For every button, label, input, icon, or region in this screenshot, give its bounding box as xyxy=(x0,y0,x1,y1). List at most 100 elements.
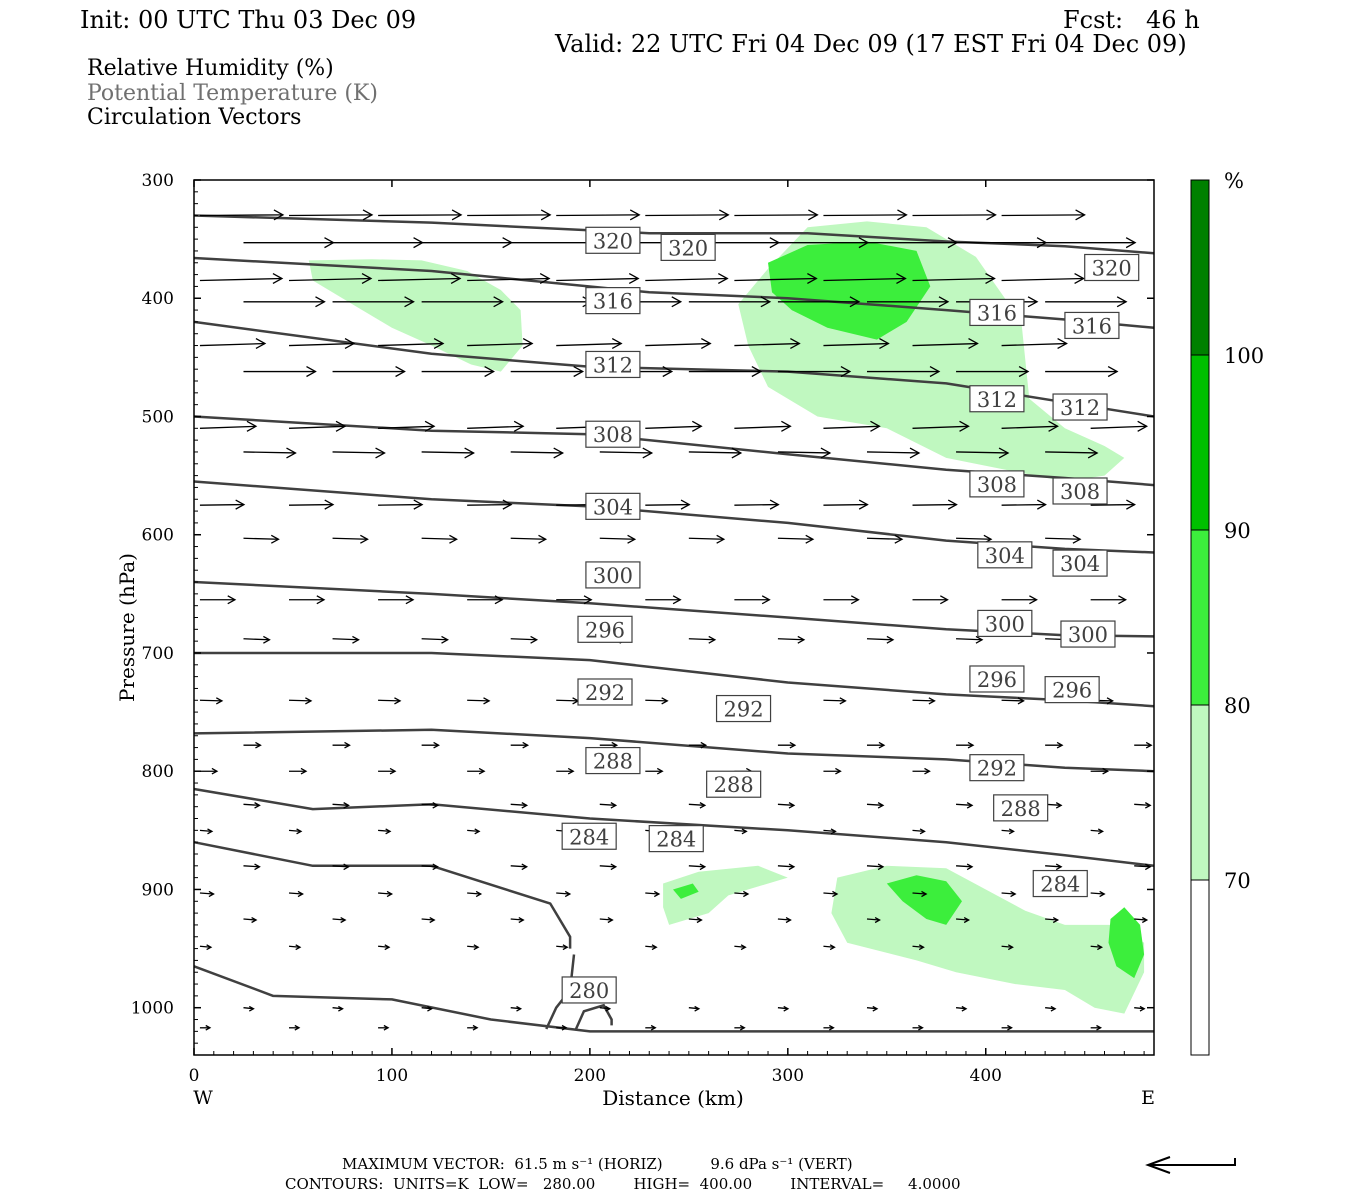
contour-label-box xyxy=(585,492,641,520)
circulation-vector xyxy=(1090,944,1104,951)
contour-label-box xyxy=(1032,869,1088,898)
circulation-vector xyxy=(289,209,374,221)
circulation-vector xyxy=(467,697,491,705)
contour-label-box xyxy=(561,976,617,1004)
circulation-vector xyxy=(467,272,551,285)
circulation-vector xyxy=(199,420,258,432)
circulation-vector xyxy=(777,741,797,749)
circulation-vector xyxy=(734,499,780,510)
contour-label: 296 xyxy=(1044,676,1100,704)
circulation-vector xyxy=(332,1005,344,1012)
contour-label-text: 292 xyxy=(724,698,764,722)
circulation-vector xyxy=(199,697,224,705)
circulation-vector xyxy=(421,237,513,249)
circulation-vector xyxy=(1090,595,1128,605)
circulation-vector xyxy=(734,1024,746,1031)
circulation-vector xyxy=(645,944,658,951)
circulation-vector xyxy=(777,802,796,809)
circulation-vector xyxy=(510,802,529,809)
circulation-vector xyxy=(956,447,1010,459)
circulation-vector xyxy=(823,697,847,705)
contour-label-box xyxy=(706,770,762,798)
circulation-vector xyxy=(199,499,246,510)
contour-label-text: 280 xyxy=(569,979,609,1003)
x-tick-label: 0 xyxy=(189,1066,200,1086)
circulation-vector xyxy=(243,237,335,249)
circulation-vector xyxy=(510,916,525,924)
colorbar-frame xyxy=(1190,179,1210,1056)
circulation-vector xyxy=(1001,499,1047,510)
theta-contour-320 xyxy=(193,214,1155,255)
circulation-vector xyxy=(332,366,406,378)
circulation-vector xyxy=(556,767,575,775)
contour-label: 308 xyxy=(969,470,1025,498)
circulation-vector xyxy=(378,890,394,898)
contour-label-box xyxy=(977,609,1033,638)
circulation-vector xyxy=(956,366,1030,378)
rh-region-80-7 xyxy=(673,883,699,899)
circulation-vector xyxy=(645,697,669,705)
circulation-vector xyxy=(1045,237,1137,249)
circulation-vector xyxy=(243,534,280,544)
circulation-vector xyxy=(823,595,860,605)
circulation-vector xyxy=(866,802,885,809)
y-tick-label: 800 xyxy=(142,762,174,782)
contour-label-box xyxy=(577,615,633,643)
circulation-vector xyxy=(912,1024,924,1031)
contour-label: 312 xyxy=(969,385,1025,413)
circulation-vector xyxy=(332,237,424,249)
contour-label-text: 304 xyxy=(985,544,1025,568)
contour-label-box xyxy=(969,754,1025,782)
contour-label: 312 xyxy=(585,350,641,379)
circulation-vector xyxy=(1001,944,1014,951)
circulation-vector xyxy=(823,499,869,510)
circulation-vector xyxy=(288,944,302,951)
contour-label: 300 xyxy=(1060,620,1116,648)
contour-label: 308 xyxy=(585,420,641,448)
contour-label: 284 xyxy=(1032,869,1088,898)
circulation-vector xyxy=(823,420,881,432)
circulation-vector xyxy=(777,534,815,544)
circulation-vector xyxy=(1045,534,1082,544)
contour-label-box xyxy=(1060,620,1116,648)
contour-label-text: 316 xyxy=(977,301,1017,325)
contour-label: 320 xyxy=(585,226,641,254)
circulation-vector xyxy=(378,697,402,705)
contour-label-box xyxy=(969,298,1025,327)
contour-label-text: 288 xyxy=(1001,797,1041,821)
circulation-vector xyxy=(645,890,661,898)
circulation-vector xyxy=(467,595,504,605)
contour-label-box xyxy=(1052,393,1108,421)
circulation-vector xyxy=(1045,296,1128,308)
circulation-vector xyxy=(912,944,925,951)
circulation-vector xyxy=(556,338,623,350)
circulation-vector xyxy=(510,635,539,644)
colorbar-unit-label: % xyxy=(1224,169,1244,193)
circulation-vector xyxy=(243,802,261,809)
contour-label: 312 xyxy=(1052,393,1108,421)
circulation-vector xyxy=(645,420,703,432)
circulation-vector xyxy=(467,1024,479,1031)
contour-label-box xyxy=(585,561,641,589)
y-axis-label: Pressure (hPa) xyxy=(115,553,139,702)
circulation-vector xyxy=(199,828,214,835)
contour-label-box xyxy=(1084,253,1140,282)
circulation-vector xyxy=(467,890,483,898)
circulation-vector xyxy=(243,635,271,644)
contour-label-box xyxy=(993,794,1049,822)
circulation-vector xyxy=(289,595,326,605)
colorbar-level-label: 100 xyxy=(1224,344,1264,368)
colorbar-segment xyxy=(1191,705,1209,880)
circulation-vector xyxy=(1090,420,1149,432)
circulation-vector xyxy=(378,420,436,432)
contour-label-box xyxy=(585,287,641,315)
theta-contour-288 xyxy=(193,787,1155,868)
circulation-vector xyxy=(912,890,928,898)
contour-label-text: 288 xyxy=(593,750,633,774)
rh-region-80-6 xyxy=(1108,907,1145,979)
contour-label-text: 308 xyxy=(1060,480,1100,504)
circulation-vector xyxy=(510,741,530,749)
circulation-vector xyxy=(777,1005,790,1012)
circulation-vector xyxy=(823,209,908,221)
circulation-vector xyxy=(688,741,708,749)
